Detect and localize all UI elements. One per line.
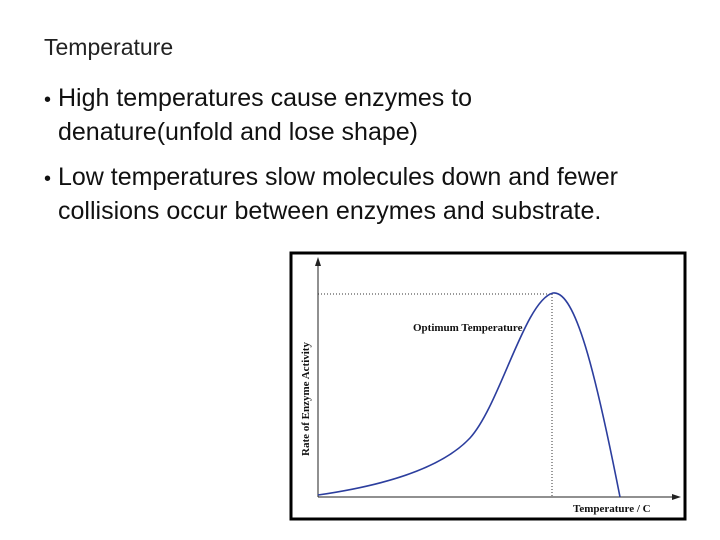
bullet-list: High temperatures cause enzymes to denat… [44, 82, 654, 240]
x-axis-label: Temperature / C [573, 503, 651, 515]
figure-frame [289, 251, 687, 521]
y-arrow [315, 257, 321, 266]
annotation: Optimum Temperature [413, 322, 523, 334]
x-arrow [672, 494, 681, 500]
activity-curve [317, 292, 621, 498]
bullet: Low temperatures slow molecules down and… [44, 161, 654, 227]
slide-title: Temperature [44, 34, 174, 60]
y-axis-label: Rate of Enzyme Activity [300, 342, 312, 456]
bullet: High temperatures cause enzymes to denat… [44, 82, 654, 148]
